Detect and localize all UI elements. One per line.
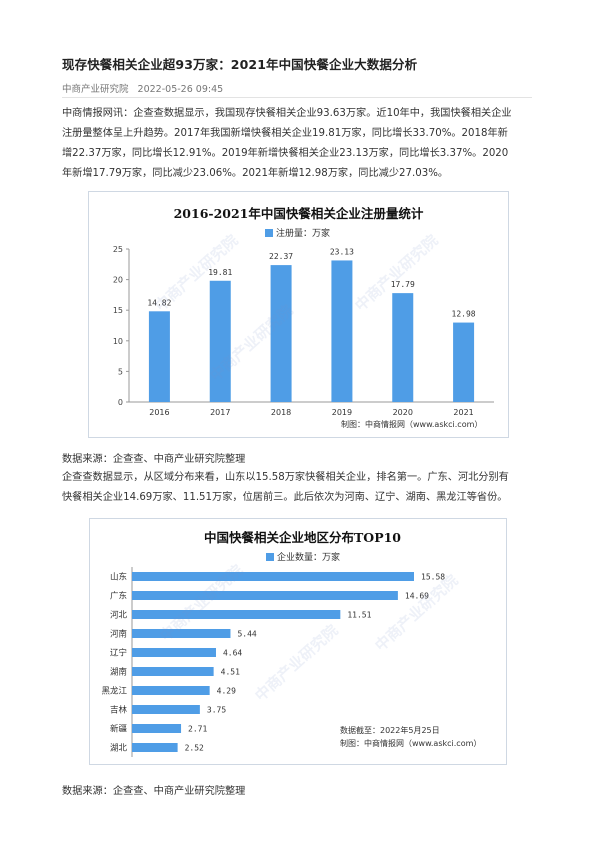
chart-title: 2016-2021年中国快餐相关企业注册量统计 xyxy=(173,206,424,221)
legend-label: 注册量：万家 xyxy=(276,229,331,239)
x-tick-label: 2020 xyxy=(393,408,413,417)
paragraph-line: 增22.37万家，同比增长12.91%。2019年新增快餐相关企业23.13万家… xyxy=(62,148,509,159)
y-tick-label: 25 xyxy=(113,245,123,254)
bar-value-label: 2.71 xyxy=(188,725,207,734)
bar-value-label: 4.64 xyxy=(223,649,242,658)
category-label: 新疆 xyxy=(110,724,128,735)
bar-value-label: 4.29 xyxy=(217,687,236,696)
bar xyxy=(132,610,341,619)
category-label: 广东 xyxy=(110,591,127,602)
x-tick-label: 2016 xyxy=(149,408,169,417)
bar xyxy=(132,667,214,676)
bar xyxy=(453,322,475,402)
bar xyxy=(132,686,210,695)
chart-legend: 注册量：万家 xyxy=(265,226,330,239)
chart-credit: 制图：中商情报网（www.askci.com） xyxy=(340,739,482,748)
bar-value-label: 4.51 xyxy=(221,668,240,677)
chart-date-note: 数据截至：2022年5月25日 xyxy=(340,726,440,735)
bar xyxy=(392,293,414,402)
bar xyxy=(270,265,292,402)
y-tick-label: 10 xyxy=(113,337,123,346)
chart-legend: 企业数量：万家 xyxy=(266,550,340,563)
category-label: 黑龙江 xyxy=(101,686,127,697)
data-source-caption-2: 数据来源：企查查、中商产业研究院整理 xyxy=(62,786,246,797)
x-tick-label: 2019 xyxy=(332,408,352,417)
bar xyxy=(132,648,216,657)
legend-label: 企业数量：万家 xyxy=(277,553,341,563)
category-label: 湖南 xyxy=(110,667,127,678)
bar-value-label: 3.75 xyxy=(207,706,226,715)
category-label: 辽宁 xyxy=(110,648,127,659)
header-divider xyxy=(62,97,532,98)
bar xyxy=(209,280,231,402)
bar xyxy=(132,629,231,638)
bar-value-label: 14.69 xyxy=(405,592,429,601)
paragraph-line: 年新增17.79万家，同比减少23.06%。2021年新增12.98万家，同比减… xyxy=(62,168,449,179)
category-label: 吉林 xyxy=(110,705,128,716)
bar xyxy=(132,572,414,581)
bar-value-label: 15.58 xyxy=(421,573,445,582)
article-title: 现存快餐相关企业超93万家：2021年中国快餐企业大数据分析 xyxy=(62,57,418,72)
bar xyxy=(331,260,353,402)
bar-value-label: 22.37 xyxy=(269,252,293,261)
bar-value-label: 5.44 xyxy=(237,630,256,639)
article-source[interactable]: 中商产业研究院 xyxy=(62,84,129,95)
bar-value-label: 17.79 xyxy=(391,280,415,289)
paragraph-line: 注册量整体呈上升趋势。2017年我国新增快餐相关企业19.81万家，同比增长33… xyxy=(62,128,508,139)
registration-bar-chart: 2016-2021年中国快餐相关企业注册量统计 注册量：万家 0 5 10 15 20 2… xyxy=(88,191,509,438)
chart-title: 中国快餐相关企业地区分布TOP10 xyxy=(204,530,401,545)
y-tick-label: 15 xyxy=(113,306,123,315)
category-label: 山东 xyxy=(110,572,127,583)
bar-value-label: 12.98 xyxy=(452,310,476,319)
paragraph-line: 企查查数据显示，从区域分布来看，山东以15.58万家快餐相关企业，排名第一。广东… xyxy=(62,472,509,483)
legend-swatch xyxy=(265,229,273,237)
legend-swatch xyxy=(266,553,274,561)
bar xyxy=(132,591,398,600)
chart-credit: 制图：中商情报网（www.askci.com） xyxy=(341,420,483,429)
x-tick-label: 2018 xyxy=(271,408,291,417)
y-tick-label: 5 xyxy=(118,367,123,376)
category-label: 河北 xyxy=(110,610,128,621)
bar-value-label: 19.81 xyxy=(208,268,232,277)
bar xyxy=(148,311,170,402)
y-tick-label: 0 xyxy=(118,398,123,407)
paragraph-line: 快餐相关企业14.69万家、11.51万家，位居前三。此后依次为河南、辽宁、湖南… xyxy=(62,492,508,503)
x-tick-label: 2021 xyxy=(453,408,473,417)
data-source-caption-1: 数据来源：企查查、中商产业研究院整理 xyxy=(62,454,246,465)
y-tick-label: 20 xyxy=(113,276,123,285)
category-label: 河南 xyxy=(110,629,127,640)
x-tick-label: 2017 xyxy=(210,408,230,417)
category-label: 湖北 xyxy=(110,744,128,754)
chart-plot: 山东 15.58 广东 14.69 河北 11.51 河南 5.44 辽宁 4.64 湖南 4.51 黑… xyxy=(101,567,445,757)
paragraph-line: 中商情报网讯：企查查数据显示，我国现存快餐相关企业93.63万家。近10年中，我… xyxy=(62,108,512,119)
article-meta: 中商产业研究院 2022-05-26 09:45 xyxy=(62,81,223,95)
chart-plot: 0 5 10 15 20 25 14.82 2016 19.81 2017 22.37 2018 23.… xyxy=(113,245,494,417)
article-paragraph-2: 企查查数据显示，从区域分布来看，山东以15.58万家快餐相关企业，排名第一。广东… xyxy=(62,468,533,508)
bar xyxy=(132,724,182,733)
bar-value-label: 23.13 xyxy=(330,247,354,256)
bar-value-label: 2.52 xyxy=(185,744,204,753)
bar xyxy=(132,705,200,714)
article-paragraph-1: 中商情报网讯：企查查数据显示，我国现存快餐相关企业93.63万家。近10年中，我… xyxy=(62,104,533,184)
article-date: 2022-05-26 09:45 xyxy=(137,84,224,95)
bar-value-label: 14.82 xyxy=(147,298,171,307)
bar-value-label: 11.51 xyxy=(347,611,371,620)
region-bar-chart: 中国快餐相关企业地区分布TOP10 企业数量：万家 山东 15.58 广东 14.69… xyxy=(89,518,507,765)
bar xyxy=(132,743,178,752)
